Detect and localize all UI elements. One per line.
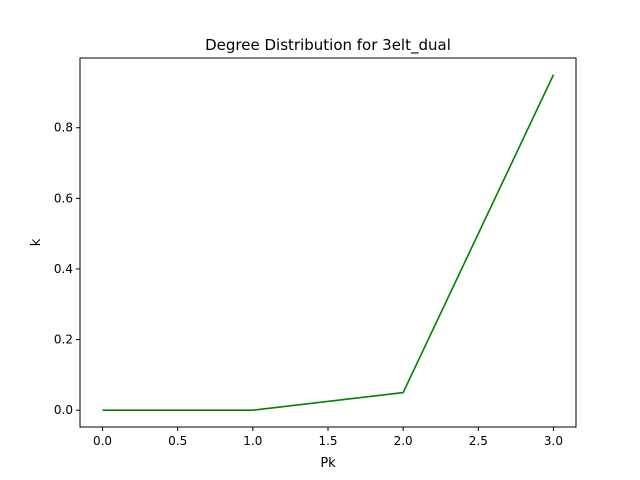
x-tick-label: 3.0 <box>544 434 563 448</box>
x-axis-ticks: 0.0 0.5 1.0 1.5 2.0 2.5 3.0 <box>93 427 563 448</box>
x-tick-label: 0.5 <box>168 434 187 448</box>
y-tick-label: 0.0 <box>54 403 73 417</box>
x-tick-label: 1.0 <box>243 434 262 448</box>
x-tick-label: 2.5 <box>469 434 488 448</box>
y-tick-label: 0.2 <box>54 333 73 347</box>
x-tick-label: 0.0 <box>93 434 112 448</box>
series-layer <box>102 74 555 412</box>
y-tick-label: 0.4 <box>54 262 73 276</box>
series-line <box>102 74 555 412</box>
y-axis-label: k <box>29 238 44 246</box>
y-axis-ticks: 0.0 0.2 0.4 0.6 0.8 <box>54 121 80 417</box>
chart-title: Degree Distribution for 3elt_dual <box>205 36 451 55</box>
y-tick-label: 0.6 <box>54 191 73 205</box>
plot-frame <box>79 57 577 428</box>
x-tick-label: 1.5 <box>318 434 337 448</box>
x-axis-label: Pk <box>320 456 336 471</box>
x-tick-label: 2.0 <box>394 434 413 448</box>
y-tick-label: 0.8 <box>54 121 73 135</box>
